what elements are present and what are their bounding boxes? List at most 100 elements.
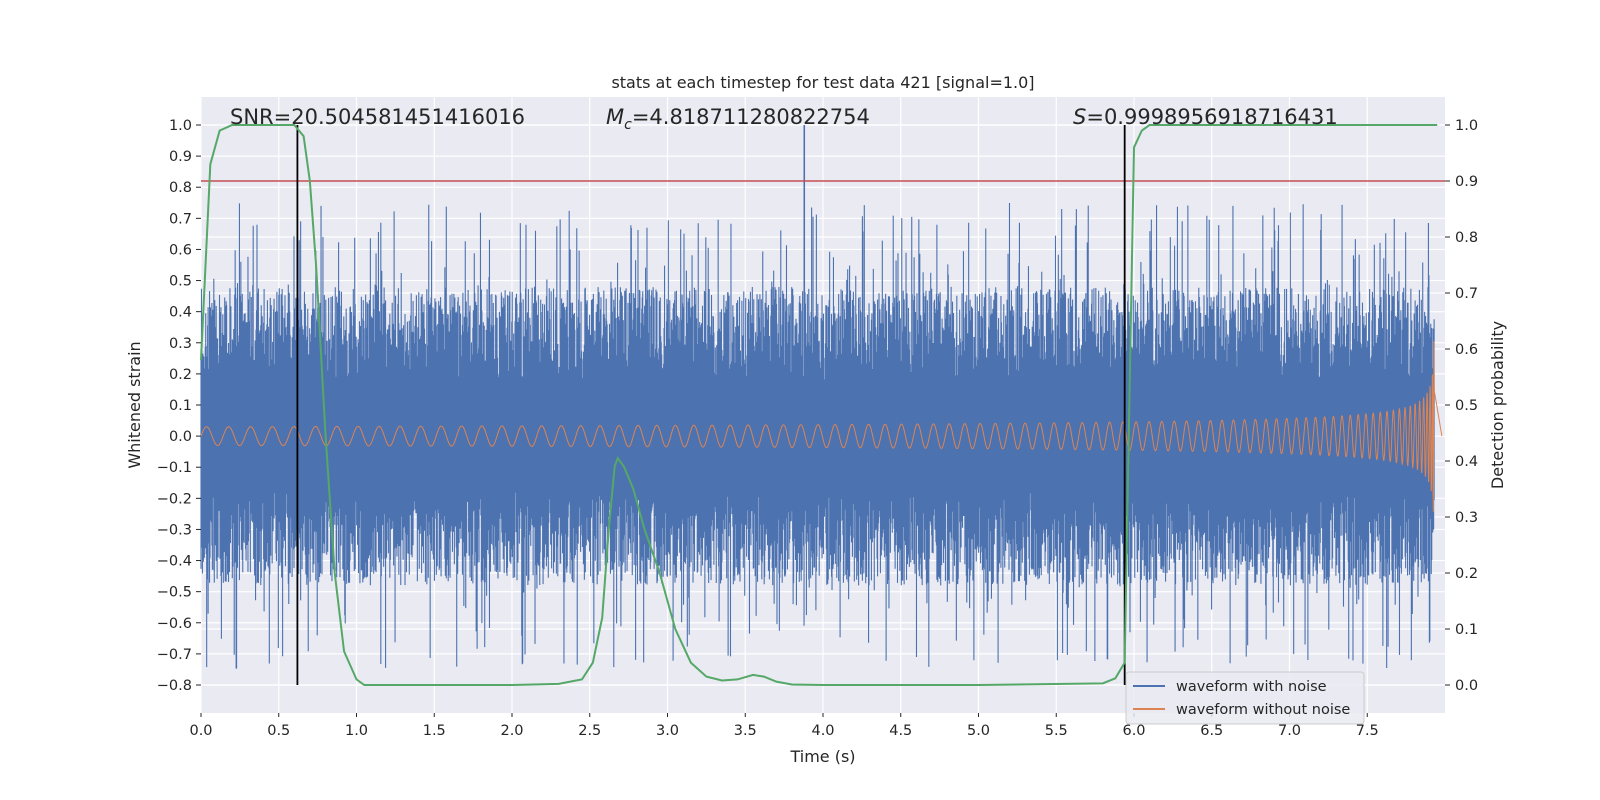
- x-tick-label: 1.0: [345, 723, 368, 739]
- y-tick-label: −0.8: [157, 678, 192, 694]
- y-tick: 0.9: [169, 149, 201, 165]
- x-tick: 3.0: [656, 713, 679, 739]
- y-tick-label: −0.1: [157, 460, 192, 476]
- y2-tick: 1.0: [1445, 118, 1478, 134]
- y-axis-label: Whitened strain: [125, 341, 144, 468]
- y-tick-label: 0.0: [169, 429, 192, 445]
- x-tick: 5.0: [967, 713, 990, 739]
- y-tick: 0.4: [169, 305, 201, 321]
- y-tick: −0.1: [157, 460, 201, 476]
- y-tick: 0.0: [169, 429, 201, 445]
- x-tick-label: 2.0: [500, 723, 523, 739]
- y2-tick-label: 0.9: [1455, 174, 1478, 190]
- y2-tick-label: 0.2: [1455, 566, 1478, 582]
- y2-tick: 0.7: [1445, 286, 1478, 302]
- y-tick-label: −0.2: [157, 491, 192, 507]
- y-tick-label: −0.3: [157, 522, 192, 538]
- x-tick: 7.5: [1356, 713, 1379, 739]
- y-tick-label: −0.6: [157, 616, 192, 632]
- series-waveform-with-noise: [200, 125, 1435, 669]
- clean-trace: [200, 340, 1443, 512]
- y-tick: −0.7: [157, 647, 201, 663]
- y-tick: 0.5: [169, 274, 201, 290]
- x-tick-label: 7.5: [1356, 723, 1379, 739]
- legend: waveform with noise waveform without noi…: [1125, 671, 1365, 725]
- y2-tick: 0.2: [1445, 566, 1478, 582]
- y-tick-label: 0.1: [169, 398, 192, 414]
- y2-tick-label: 0.0: [1455, 678, 1478, 694]
- x-tick-label: 7.0: [1278, 723, 1301, 739]
- x-tick-label: 6.0: [1122, 723, 1145, 739]
- y-tick-label: 0.9: [169, 149, 192, 165]
- y2-axis-label: Detection probability: [1488, 321, 1507, 489]
- y-tick: 0.3: [169, 336, 201, 352]
- series-waveform-without-noise: [200, 340, 1443, 512]
- x-tick-label: 4.5: [889, 723, 912, 739]
- x-tick: 0.5: [267, 713, 290, 739]
- snr-annotation: SNR=20.504581451416016: [230, 105, 525, 129]
- y-tick: −0.3: [157, 522, 201, 538]
- legend-label-noisy: waveform with noise: [1176, 679, 1327, 695]
- y-tick: −0.6: [157, 616, 201, 632]
- y2-tick-label: 0.1: [1455, 622, 1478, 638]
- x-tick-label: 0.0: [189, 723, 212, 739]
- y2-tick: 0.8: [1445, 230, 1478, 246]
- y-tick: −0.8: [157, 678, 201, 694]
- y-tick-label: 0.8: [169, 180, 192, 196]
- y2-tick: 0.4: [1445, 454, 1478, 470]
- chart-title: stats at each timestep for test data 421…: [611, 73, 1034, 92]
- x-tick: 5.5: [1045, 713, 1068, 739]
- probability-trace: [200, 124, 1438, 686]
- x-tick-label: 6.5: [1200, 723, 1223, 739]
- y-tick-label: −0.7: [157, 647, 192, 663]
- detection-vlines: [296, 125, 1126, 685]
- y-tick: 1.0: [169, 118, 201, 134]
- series-detection-probability: [200, 124, 1438, 686]
- y2-tick-label: 0.8: [1455, 230, 1478, 246]
- y2-tick: 0.3: [1445, 510, 1478, 526]
- y-tick-label: 0.6: [169, 242, 192, 258]
- y-tick: −0.5: [157, 585, 201, 601]
- y2-tick: 0.1: [1445, 622, 1478, 638]
- x-tick-label: 2.5: [578, 723, 601, 739]
- y-tick-label: −0.5: [157, 585, 192, 601]
- x-axis-label: Time (s): [789, 747, 855, 766]
- y2-tick-label: 0.7: [1455, 286, 1478, 302]
- y2-tick: 0.9: [1445, 174, 1478, 190]
- y2-axis-ticks: 1.0 0.9 0.8 0.7 0.6 0.5 0.4 0.3 0.2 0.1 0.0: [1445, 118, 1478, 694]
- y-tick-label: 1.0: [169, 118, 192, 134]
- s-annotation: S=0.9998956918716431: [1073, 105, 1338, 129]
- x-tick-label: 3.0: [656, 723, 679, 739]
- y-tick-label: 0.7: [169, 211, 192, 227]
- x-tick-label: 3.5: [734, 723, 757, 739]
- y2-tick: 0.0: [1445, 678, 1478, 694]
- y-tick: 0.1: [169, 398, 201, 414]
- y-tick-label: 0.3: [169, 336, 192, 352]
- x-tick: 1.0: [345, 713, 368, 739]
- x-tick-label: 1.5: [423, 723, 446, 739]
- x-tick: 0.0: [189, 713, 213, 739]
- y-tick: 0.7: [169, 211, 201, 227]
- x-tick-label: 5.0: [967, 723, 990, 739]
- x-tick: 2.0: [500, 713, 524, 739]
- y-tick: −0.2: [157, 491, 201, 507]
- x-axis-ticks: 0.0 0.5 1.0 1.5 2.0 2.5 3.0 3.5 4.0 4.5 5.0 5.5 6.0 6…: [189, 713, 1379, 739]
- y-axis-ticks: 1.0 0.9 0.8 0.7 0.6 0.5 0.4 0.3 0.2 0.1 0.0 −0.1 −0.…: [157, 118, 201, 694]
- x-tick-label: 5.5: [1045, 723, 1068, 739]
- y-tick: −0.4: [157, 554, 201, 570]
- y2-tick-label: 1.0: [1455, 118, 1478, 134]
- legend-frame: [1125, 671, 1365, 725]
- y-tick-label: 0.4: [169, 305, 192, 321]
- y2-tick: 0.5: [1445, 398, 1478, 414]
- x-tick: 3.5: [734, 713, 757, 739]
- x-tick: 4.5: [889, 713, 912, 739]
- y-tick: 0.2: [169, 367, 201, 383]
- x-tick: 1.5: [423, 713, 446, 739]
- y2-tick: 0.6: [1445, 342, 1478, 358]
- x-tick-label: 0.5: [267, 723, 290, 739]
- noisy-trace: [200, 125, 1435, 669]
- legend-label-clean: waveform without noise: [1176, 702, 1350, 718]
- x-tick: 4.0: [811, 713, 835, 739]
- chirp-mass-annotation: Mc=4.818711280822754: [606, 105, 870, 133]
